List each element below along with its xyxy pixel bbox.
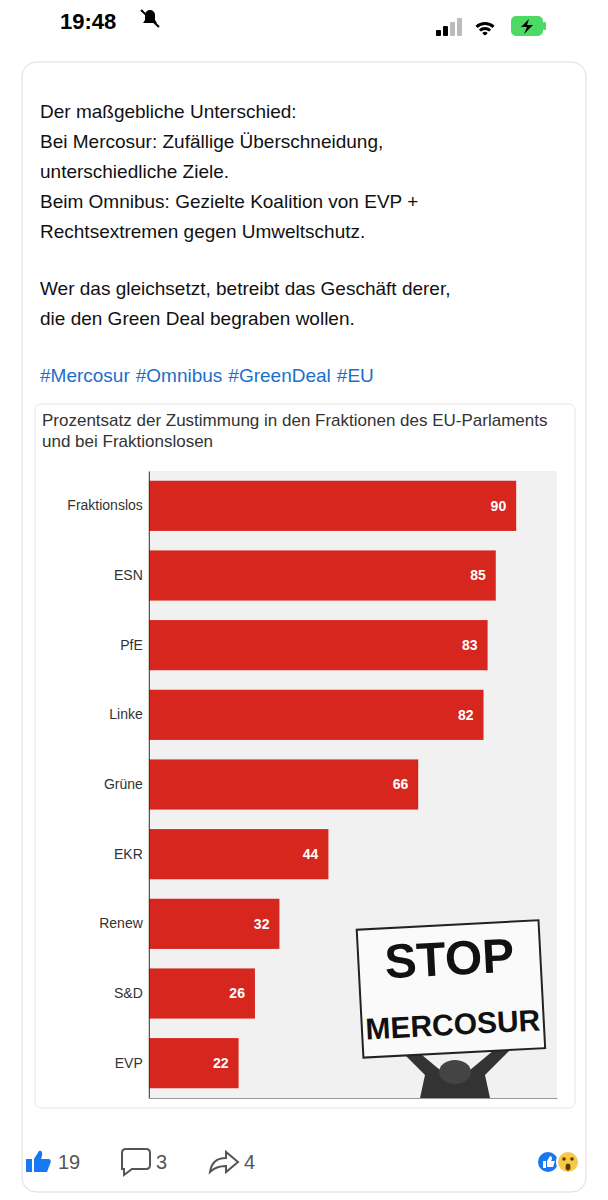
data-label: 22 [213, 1055, 229, 1071]
post-text: unterschiedliche Ziele. [40, 161, 229, 182]
bar [149, 829, 329, 879]
wifi-icon [475, 22, 494, 35]
tick-label: Fraktionslos [67, 497, 142, 513]
bar [149, 968, 255, 1018]
data-label: 32 [254, 916, 270, 932]
post-footer: 1934 [26, 1149, 579, 1175]
data-label: 82 [458, 707, 474, 723]
reaction-icons [537, 1151, 579, 1173]
data-label: 83 [462, 637, 478, 653]
plot-area [149, 471, 557, 1098]
battery-icon [512, 17, 546, 35]
data-label: 44 [303, 846, 319, 862]
post-text: Beim Omnibus: Gezielte Koalition von EVP… [40, 191, 418, 212]
tick: EKR [114, 846, 143, 862]
bar [149, 1038, 239, 1088]
tick-label: ESN [114, 567, 143, 583]
category-axis-line [149, 472, 150, 1099]
post-card [22, 62, 586, 1192]
share-count: 4 [244, 1151, 255, 1173]
photo: STOP MERCOSUR [357, 920, 545, 1098]
comment-count: 3 [156, 1151, 167, 1173]
post-text: Bei Mercosur: Zufällige Überschneidung, [40, 131, 383, 152]
hashtag[interactable]: #Omnibus [136, 365, 223, 386]
bar [149, 759, 418, 809]
tick: Grüne [104, 776, 143, 792]
tick-label: Linke [109, 706, 143, 722]
category-axis: Fraktionslos ESN PfE Linke Grüne EKR Renew S&D E… [67, 472, 149, 1099]
tick-label: PfE [120, 637, 143, 653]
tick: S&D [114, 985, 143, 1001]
comment-button[interactable] [122, 1149, 150, 1175]
sign-text: STOP [383, 929, 515, 989]
tick: EVP [115, 1055, 143, 1071]
tick-label: S&D [114, 985, 143, 1001]
signal-icon [436, 18, 462, 36]
data-label: 26 [229, 985, 245, 1001]
bar [149, 481, 516, 531]
post-text: Rechtsextremen gegen Umweltschutz. [40, 221, 365, 242]
share-button[interactable] [210, 1152, 238, 1172]
tick-label: Grüne [104, 776, 143, 792]
post-text: die den Green Deal begraben wollen. [40, 308, 355, 329]
mute-icon [141, 10, 159, 27]
post-text: Der maßgebliche Unterschied: [40, 101, 297, 122]
value-axis-line [149, 1098, 557, 1099]
tick-label: EKR [114, 846, 143, 862]
bar [149, 690, 484, 740]
tick: Fraktionslos [67, 497, 142, 513]
chart-image [35, 404, 575, 1108]
data-labels: 90 85 83 82 66 44 32 26 22 [213, 498, 506, 1071]
page: 19:48 Der maßgebliche Unterschied: Bei Mer… [0, 0, 608, 1200]
tick-label: Renew [99, 915, 143, 931]
tick: ESN [114, 567, 143, 583]
bar [149, 550, 496, 600]
data-label: 90 [491, 498, 507, 514]
tick-label: EVP [115, 1055, 143, 1071]
status-time: 19:48 [60, 9, 116, 34]
like-button[interactable] [26, 1151, 51, 1172]
sign-text: MERCOSUR [365, 1003, 542, 1045]
data-label: 66 [393, 776, 409, 792]
hashtag[interactable]: #GreenDeal [228, 365, 330, 386]
bars [149, 481, 516, 1088]
data-label: 85 [470, 567, 486, 583]
hashtag[interactable]: #Mercosur [40, 365, 130, 386]
value-axis [149, 1098, 557, 1099]
like-count: 19 [58, 1151, 80, 1173]
chart-title: Prozentsatz der Zustimmung in den Frakti… [42, 411, 548, 451]
tick: Linke [109, 706, 143, 722]
bar [149, 899, 280, 949]
tick: PfE [120, 637, 143, 653]
tick: Renew [99, 915, 143, 931]
post-text: Wer das gleichsetzt, betreibt das Geschä… [40, 278, 450, 299]
bar [149, 620, 488, 670]
hashtag[interactable]: #EU [337, 365, 374, 386]
